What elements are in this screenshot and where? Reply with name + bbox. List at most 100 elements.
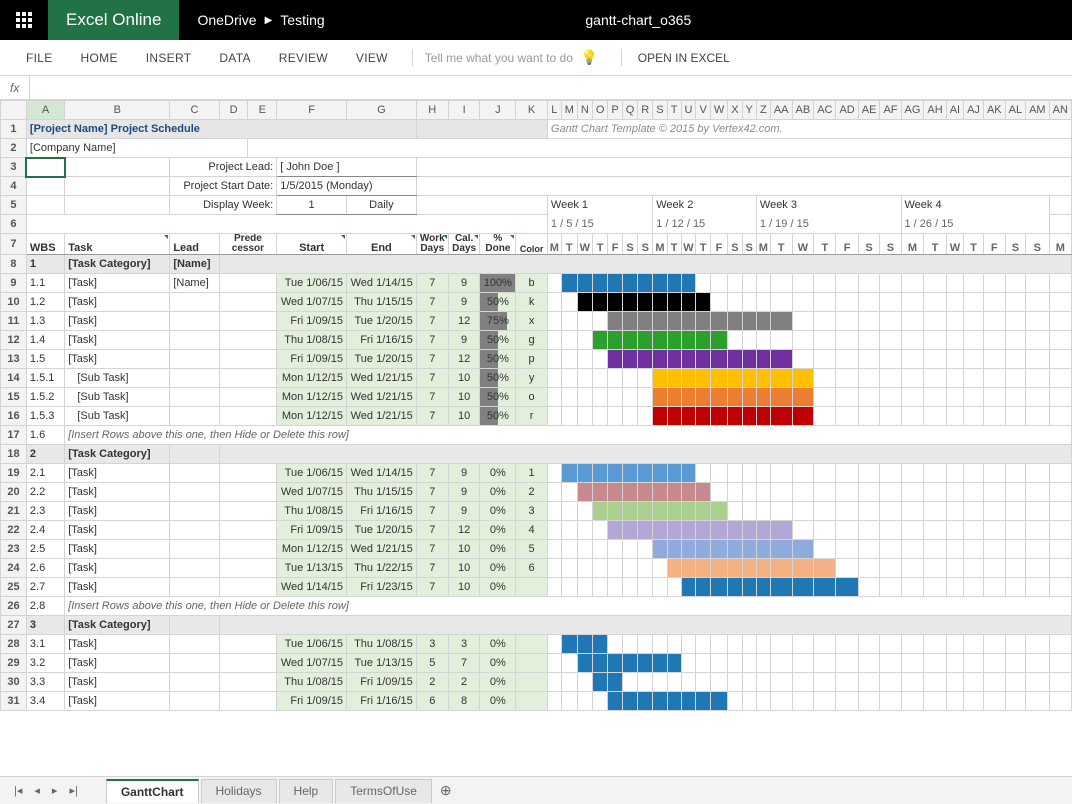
gantt-cell[interactable] [770, 312, 792, 331]
gantt-cell[interactable] [742, 464, 756, 483]
gantt-cell[interactable] [858, 521, 880, 540]
gantt-cell[interactable] [1005, 654, 1025, 673]
gantt-cell[interactable] [946, 559, 963, 578]
gantt-cell[interactable] [667, 274, 681, 293]
cell[interactable] [170, 521, 219, 540]
cell[interactable]: Mon 1/12/15 [277, 369, 347, 388]
gantt-cell[interactable] [592, 673, 608, 692]
gantt-cell[interactable] [946, 293, 963, 312]
gantt-cell[interactable] [638, 464, 653, 483]
row-header[interactable]: 6 [1, 215, 27, 234]
cell[interactable]: Thu 1/22/15 [347, 559, 417, 578]
gantt-cell[interactable] [983, 540, 1005, 559]
column-header[interactable]: G [347, 101, 417, 120]
cell[interactable]: Tue 1/06/15 [277, 464, 347, 483]
cell[interactable] [219, 388, 277, 407]
gantt-cell[interactable] [638, 502, 653, 521]
sheet-tab[interactable]: GanttChart [106, 779, 199, 803]
cell[interactable]: 7 [416, 464, 448, 483]
row-header[interactable]: 2 [1, 139, 27, 158]
gantt-cell[interactable] [964, 312, 984, 331]
gantt-cell[interactable] [770, 502, 792, 521]
gantt-cell[interactable] [681, 407, 696, 426]
gantt-cell[interactable] [742, 483, 756, 502]
cell[interactable]: Fri 1/16/15 [347, 502, 417, 521]
gantt-cell[interactable] [924, 388, 946, 407]
gantt-cell[interactable] [946, 312, 963, 331]
cell[interactable]: 50% [480, 293, 516, 312]
gantt-cell[interactable] [756, 521, 770, 540]
gantt-cell[interactable] [1026, 483, 1050, 502]
cell[interactable]: Tue 1/20/15 [347, 521, 417, 540]
gantt-cell[interactable] [814, 274, 836, 293]
cell[interactable]: 2.4 [26, 521, 64, 540]
gantt-cell[interactable] [983, 559, 1005, 578]
gantt-cell[interactable] [880, 483, 901, 502]
cell[interactable] [219, 502, 277, 521]
cell[interactable]: 1.5.3 [26, 407, 64, 426]
gantt-cell[interactable] [622, 673, 638, 692]
cell[interactable]: [Task] [65, 692, 170, 711]
gantt-cell[interactable] [1026, 350, 1050, 369]
gantt-cell[interactable] [728, 350, 742, 369]
gantt-cell[interactable] [592, 274, 608, 293]
gantt-cell[interactable] [608, 559, 622, 578]
gantt-cell[interactable] [756, 350, 770, 369]
gantt-cell[interactable] [638, 293, 653, 312]
cell[interactable]: 1.5 [26, 350, 64, 369]
row-header[interactable]: 16 [1, 407, 27, 426]
gantt-cell[interactable] [792, 673, 814, 692]
gantt-cell[interactable] [836, 654, 858, 673]
cell[interactable] [170, 388, 219, 407]
gantt-cell[interactable] [577, 654, 592, 673]
gantt-cell[interactable] [653, 464, 667, 483]
row-header[interactable]: 29 [1, 654, 27, 673]
gantt-cell[interactable] [880, 293, 901, 312]
gantt-cell[interactable] [592, 464, 608, 483]
cell[interactable] [219, 293, 277, 312]
column-header[interactable]: N [577, 101, 592, 120]
gantt-cell[interactable] [592, 559, 608, 578]
gantt-cell[interactable] [880, 369, 901, 388]
gantt-cell[interactable] [1005, 312, 1025, 331]
gantt-cell[interactable] [1026, 521, 1050, 540]
gantt-cell[interactable] [1026, 578, 1050, 597]
gantt-cell[interactable] [1026, 274, 1050, 293]
gantt-cell[interactable] [577, 464, 592, 483]
gantt-cell[interactable] [561, 654, 577, 673]
gantt-cell[interactable] [728, 388, 742, 407]
cell[interactable]: 7 [416, 293, 448, 312]
cell[interactable] [219, 559, 277, 578]
gantt-cell[interactable] [608, 578, 622, 597]
gantt-cell[interactable] [1005, 369, 1025, 388]
gantt-cell[interactable] [681, 464, 696, 483]
row-header[interactable]: 18 [1, 445, 27, 464]
cell[interactable]: [Task Category] [65, 255, 170, 274]
gantt-cell[interactable] [577, 540, 592, 559]
gantt-cell[interactable] [638, 654, 653, 673]
cell[interactable]: 2.1 [26, 464, 64, 483]
gantt-cell[interactable] [547, 369, 561, 388]
gantt-cell[interactable] [681, 502, 696, 521]
gantt-cell[interactable] [547, 521, 561, 540]
gantt-cell[interactable] [681, 635, 696, 654]
gantt-cell[interactable] [561, 350, 577, 369]
column-header[interactable]: AK [983, 101, 1005, 120]
gantt-cell[interactable] [622, 293, 638, 312]
tab-nav-first-icon[interactable]: |◂ [8, 784, 28, 797]
gantt-cell[interactable] [742, 673, 756, 692]
column-header[interactable]: I [448, 101, 480, 120]
gantt-cell[interactable] [547, 692, 561, 711]
gantt-cell[interactable] [577, 673, 592, 692]
gantt-cell[interactable] [653, 331, 667, 350]
gantt-cell[interactable] [561, 540, 577, 559]
gantt-cell[interactable] [901, 331, 924, 350]
gantt-cell[interactable] [638, 369, 653, 388]
gantt-cell[interactable] [756, 578, 770, 597]
gantt-cell[interactable] [901, 388, 924, 407]
cell[interactable]: 8 [448, 692, 480, 711]
gantt-cell[interactable] [681, 521, 696, 540]
cell[interactable]: 50% [480, 350, 516, 369]
cell[interactable]: 1.5.1 [26, 369, 64, 388]
gantt-cell[interactable] [728, 312, 742, 331]
